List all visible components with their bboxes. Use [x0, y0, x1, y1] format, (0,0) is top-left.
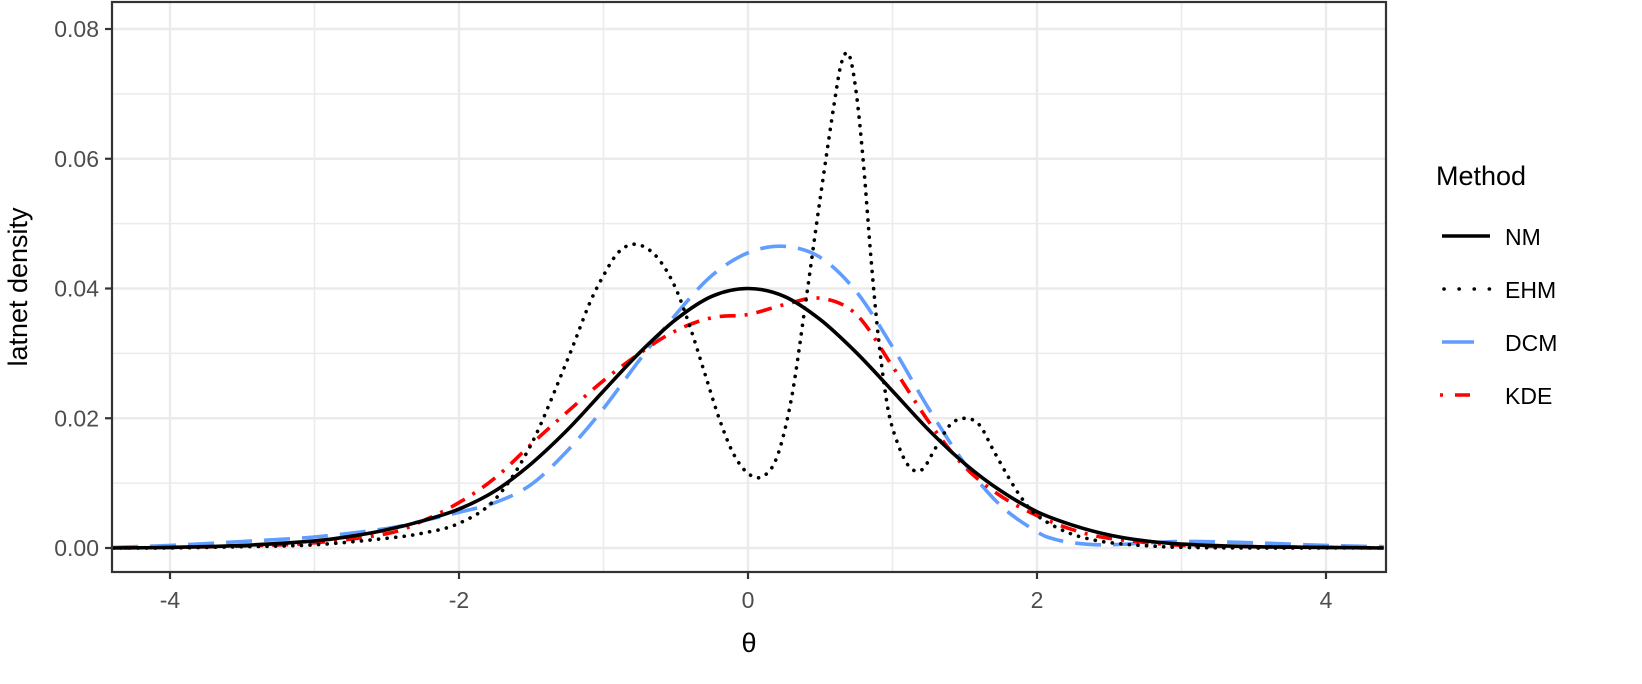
y-tick-label: 0.04 [54, 276, 99, 302]
y-axis: 0.00 0.02 0.04 0.06 0.08 [54, 16, 112, 561]
y-tick-label: 0.00 [54, 535, 99, 561]
x-tick-label: 2 [1031, 587, 1044, 613]
legend-item-dcm: DCM [1442, 330, 1557, 356]
legend-label-dcm: DCM [1505, 330, 1557, 356]
series-line-nm [112, 286, 1384, 550]
y-tick-label: 0.06 [54, 146, 99, 172]
legend-label-kde: KDE [1505, 383, 1552, 409]
legend-item-ehm: EHM [1442, 277, 1556, 303]
series-line-dcm [112, 244, 1384, 550]
y-tick-label: 0.02 [54, 405, 99, 431]
series-line-ehm [110, 50, 1386, 550]
x-axis-title: θ [741, 628, 756, 658]
legend-label-ehm: EHM [1505, 277, 1556, 303]
legend-item-kde: KDE [1440, 383, 1552, 409]
x-axis: -4 -2 0 2 4 [160, 572, 1333, 613]
series-lines [110, 50, 1386, 550]
y-tick-label: 0.08 [54, 16, 99, 42]
legend: Method NM EHM DCM KDE [1436, 161, 1557, 409]
legend-title: Method [1436, 161, 1526, 191]
legend-label-nm: NM [1505, 224, 1541, 250]
x-tick-label: 4 [1320, 587, 1333, 613]
x-tick-label: -4 [160, 587, 181, 613]
legend-item-nm: NM [1442, 224, 1541, 250]
y-axis-title: latnet density [3, 207, 33, 367]
x-tick-label: -2 [449, 587, 469, 613]
x-tick-label: 0 [742, 587, 755, 613]
